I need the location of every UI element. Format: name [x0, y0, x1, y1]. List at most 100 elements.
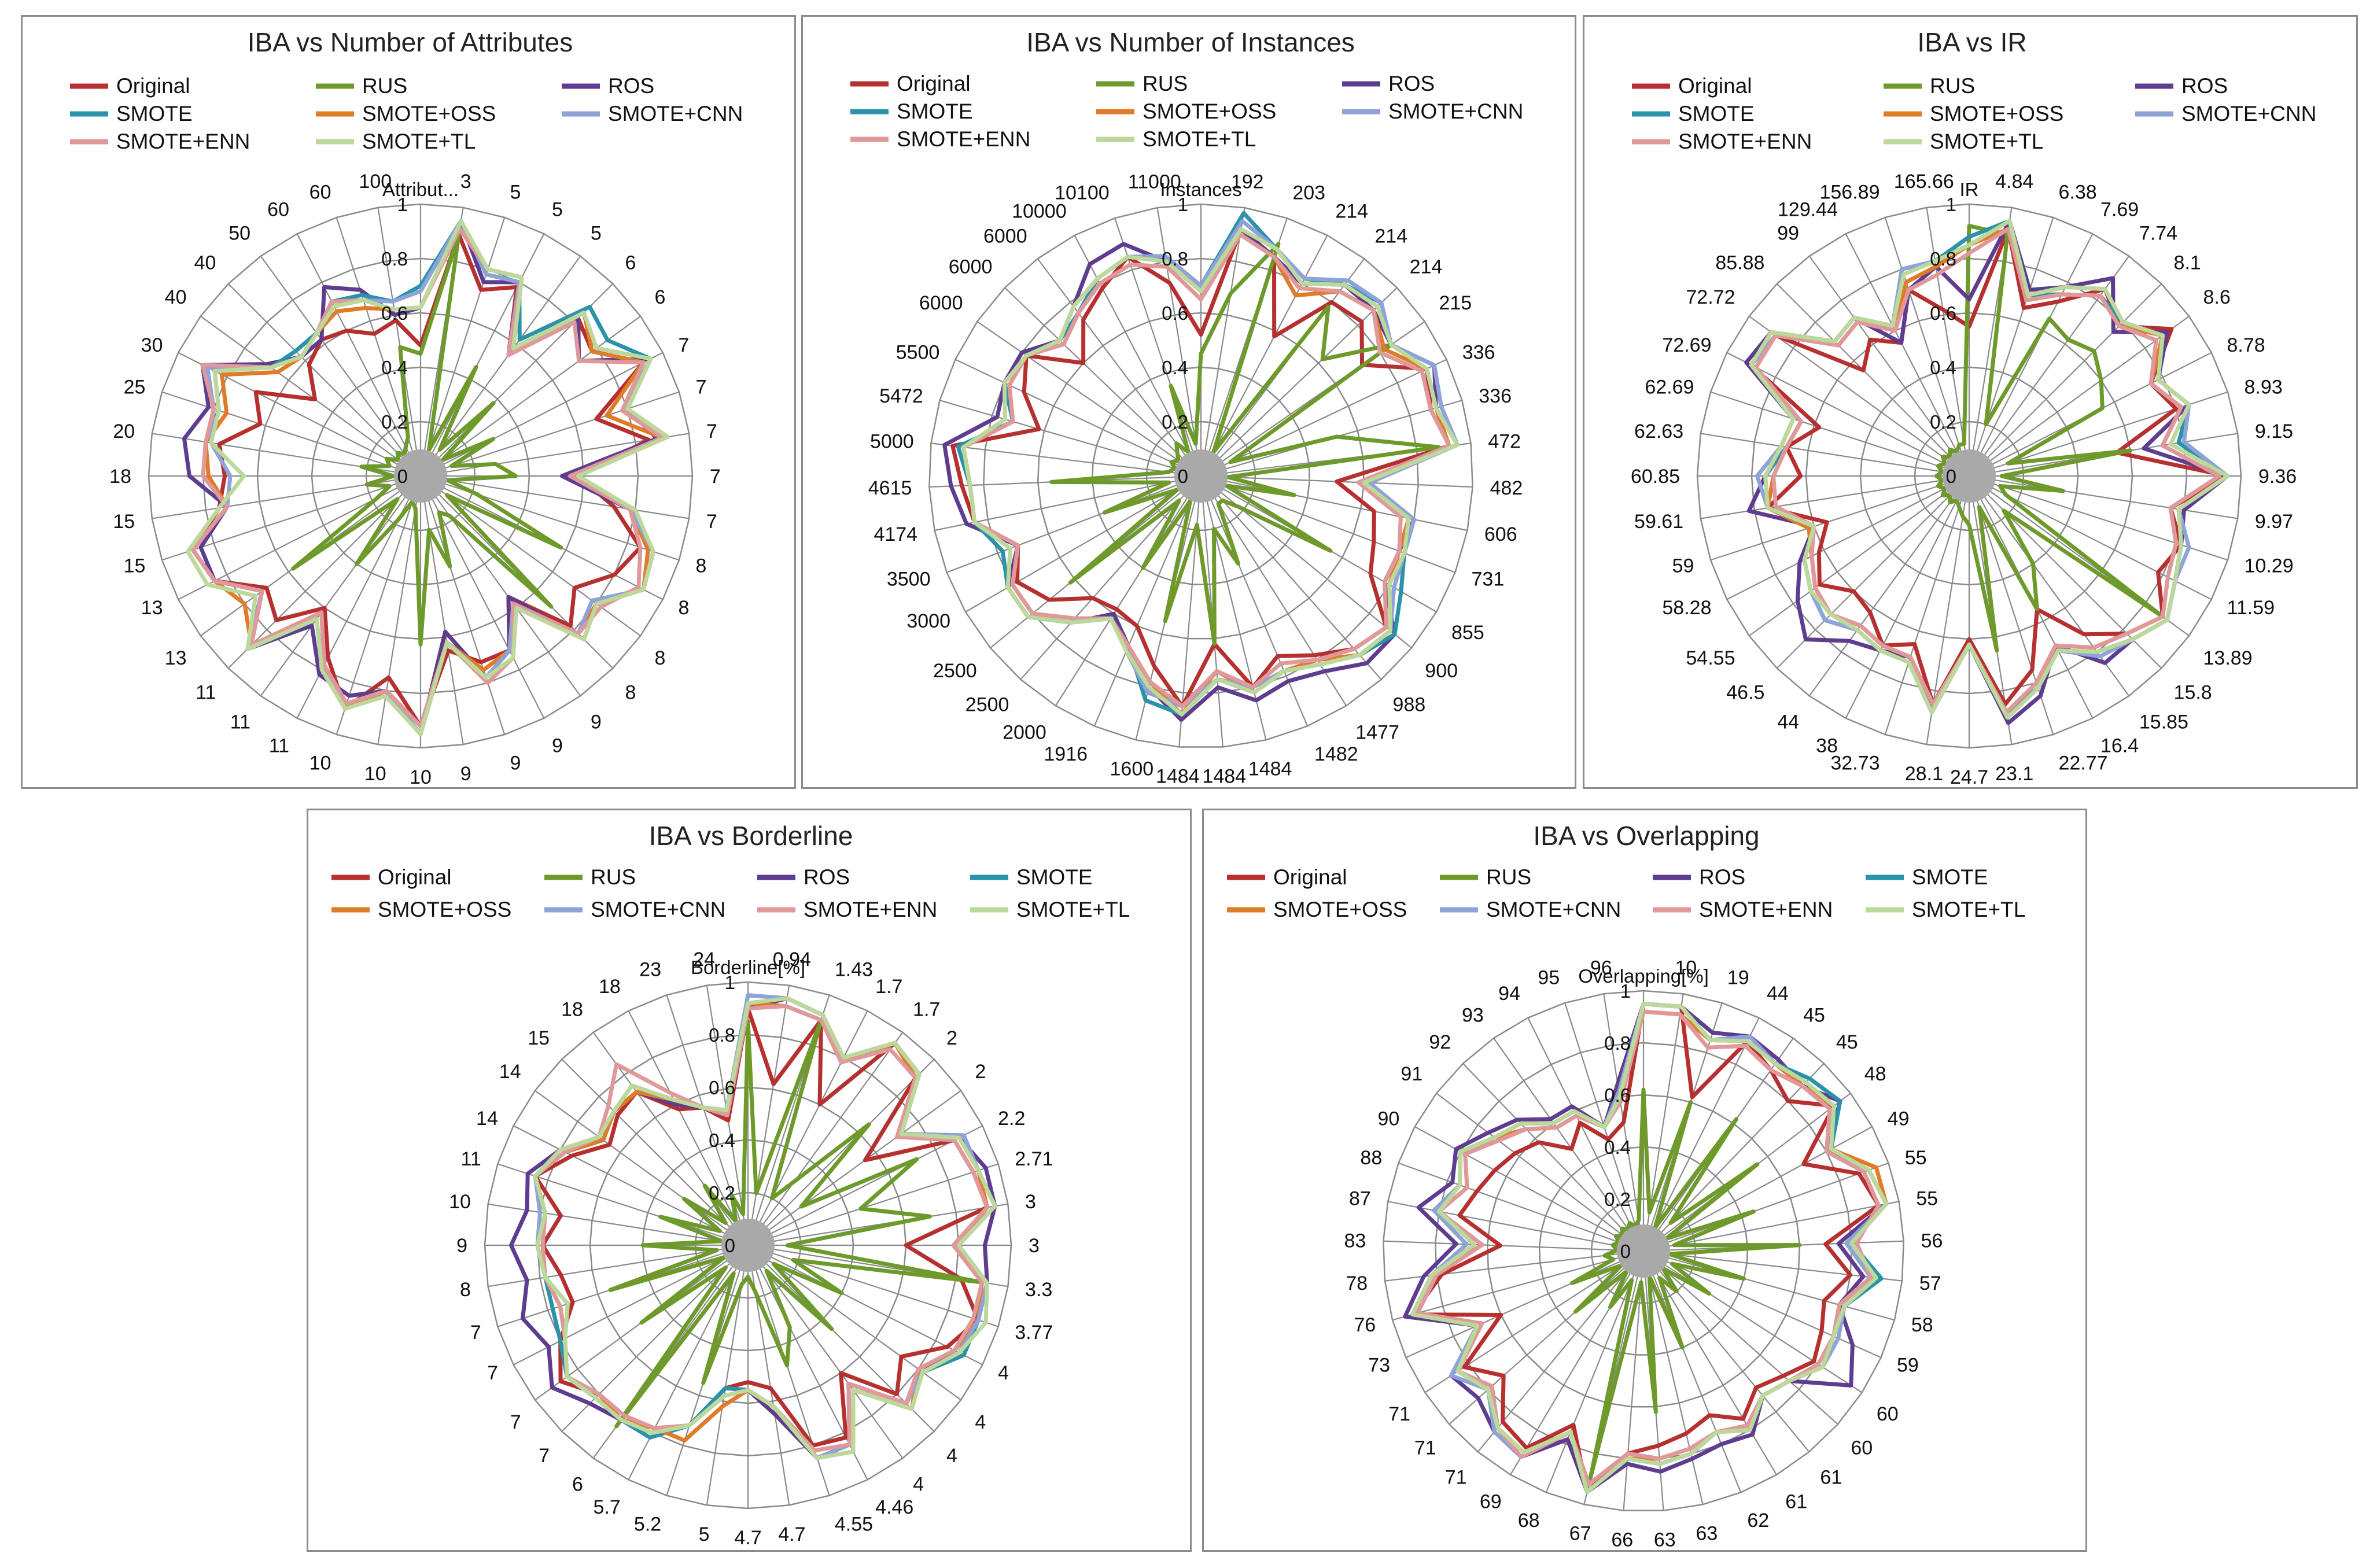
radar-hub [1617, 1224, 1670, 1278]
category-label: 10 [449, 1191, 471, 1213]
grid-spoke [497, 1163, 749, 1246]
category-label: 14 [499, 1061, 521, 1083]
category-label: 15 [124, 555, 146, 577]
category-label: 83 [1344, 1230, 1366, 1252]
radial-tick: 0.2 [1162, 411, 1188, 433]
category-label: 11.59 [2227, 597, 2275, 619]
grid-spoke [1200, 475, 1223, 747]
category-label: 4174 [874, 523, 917, 545]
radial-tick: 0.2 [1604, 1189, 1631, 1210]
radial-tick: 0.4 [1930, 357, 1956, 378]
category-label: 9.97 [2255, 511, 2293, 533]
category-label: 88 [1360, 1147, 1382, 1169]
category-label: 214 [1410, 256, 1443, 278]
grid-spoke [747, 1125, 983, 1246]
category-label: 10 [309, 752, 331, 774]
legend-label: SMOTE [116, 102, 193, 126]
category-label: 100 [359, 171, 392, 193]
grid-spoke [1749, 475, 1970, 637]
category-label: 156.89 [1819, 181, 1880, 203]
axis-title: Borderline[%] [691, 957, 805, 978]
category-label: 55 [1905, 1147, 1927, 1169]
category-label: 62 [1747, 1510, 1769, 1532]
grid-spoke [1700, 475, 1970, 519]
category-label: 57 [1919, 1272, 1941, 1294]
grid-spoke [1200, 475, 1267, 740]
series-line [1934, 224, 2165, 653]
category-label: 73 [1368, 1354, 1390, 1376]
category-label: 10100 [1055, 182, 1110, 204]
category-label: 60 [1851, 1437, 1873, 1459]
category-label: 10 [364, 763, 386, 785]
radial-tick: 0.6 [1162, 302, 1188, 324]
grid-spoke [1398, 1162, 1644, 1252]
category-label: 71 [1445, 1466, 1467, 1488]
legend-label: RUS [1930, 74, 1975, 98]
category-label: 71 [1414, 1437, 1436, 1459]
grid-spoke [535, 1090, 749, 1246]
grid-spoke [1749, 315, 1970, 477]
grid-spoke [1004, 287, 1202, 477]
radial-tick: 0.8 [1162, 248, 1188, 270]
legend-label: SMOTE+CNN [608, 102, 743, 126]
category-label: 472 [1488, 431, 1521, 453]
category-label: 1.43 [835, 959, 873, 981]
grid-spoke [420, 391, 680, 477]
category-label: 1484 [1202, 765, 1246, 787]
grid-spoke [1808, 256, 1970, 477]
grid-spoke [1776, 283, 1970, 477]
legend-label: SMOTE+CNN [591, 898, 725, 921]
legend-label: RUS [1486, 865, 1531, 889]
radial-ticks: 0 0.2 0.4 0.6 0.8 1 [1162, 194, 1188, 487]
grid-spoke [1968, 217, 2054, 477]
radar-hub [721, 1219, 775, 1272]
grid-spoke [1200, 475, 1455, 573]
category-label: 55 [1916, 1188, 1938, 1210]
category-label: 7.69 [2100, 198, 2139, 220]
grid-spoke [628, 1245, 749, 1480]
category-label: 1484 [1248, 758, 1292, 780]
grid-ring [1486, 1094, 1801, 1408]
radial-tick: 1 [1178, 194, 1188, 215]
category-label: 18 [599, 976, 621, 998]
category-label: 18 [109, 466, 131, 488]
grid-ring [1037, 312, 1365, 640]
category-label: 19 [1727, 966, 1749, 988]
legend-label: SMOTE+OSS [362, 102, 496, 126]
category-label: 4 [946, 1445, 957, 1467]
radial-tick: 0 [725, 1235, 735, 1256]
category-label: 9 [591, 711, 602, 733]
chart-title: IBA vs Borderline [649, 821, 853, 851]
legend-label: Original [1678, 74, 1752, 98]
category-label: 10 [410, 766, 432, 788]
radial-tick: 0.4 [381, 357, 408, 378]
grid-spoke [420, 256, 581, 477]
legend-label: SMOTE+ENN [116, 130, 250, 153]
category-label: 18 [561, 999, 583, 1021]
category-label: 60 [267, 198, 289, 220]
category-label: 2 [946, 1027, 957, 1049]
category-label: 96 [1590, 957, 1612, 979]
category-label: 6.38 [2059, 181, 2097, 203]
legend-label: Original [1273, 865, 1347, 889]
series-line [1415, 1009, 1881, 1486]
category-label: 482 [1490, 477, 1523, 499]
series-group [942, 211, 1460, 722]
category-label: 93 [1462, 1004, 1484, 1026]
category-label: 5 [591, 222, 602, 244]
category-label: 68 [1518, 1510, 1540, 1532]
category-label: 5 [510, 181, 521, 203]
legend-label: SMOTE+CNN [1486, 898, 1621, 921]
category-labels: 10 19444545484955555657585960606161626363… [1344, 957, 1943, 1551]
grid-spoke [747, 1010, 868, 1246]
grid-spoke [1845, 475, 1970, 719]
grid-spoke [747, 985, 790, 1246]
axis-title: Attribut... [382, 179, 459, 200]
category-label: 62.69 [1645, 376, 1694, 398]
series-group [182, 219, 670, 736]
grid-spoke [420, 475, 581, 696]
grid-spoke [161, 391, 421, 477]
grid-spoke [1020, 475, 1202, 680]
category-label: 76 [1354, 1314, 1376, 1336]
category-label: 129.44 [1778, 198, 1838, 220]
